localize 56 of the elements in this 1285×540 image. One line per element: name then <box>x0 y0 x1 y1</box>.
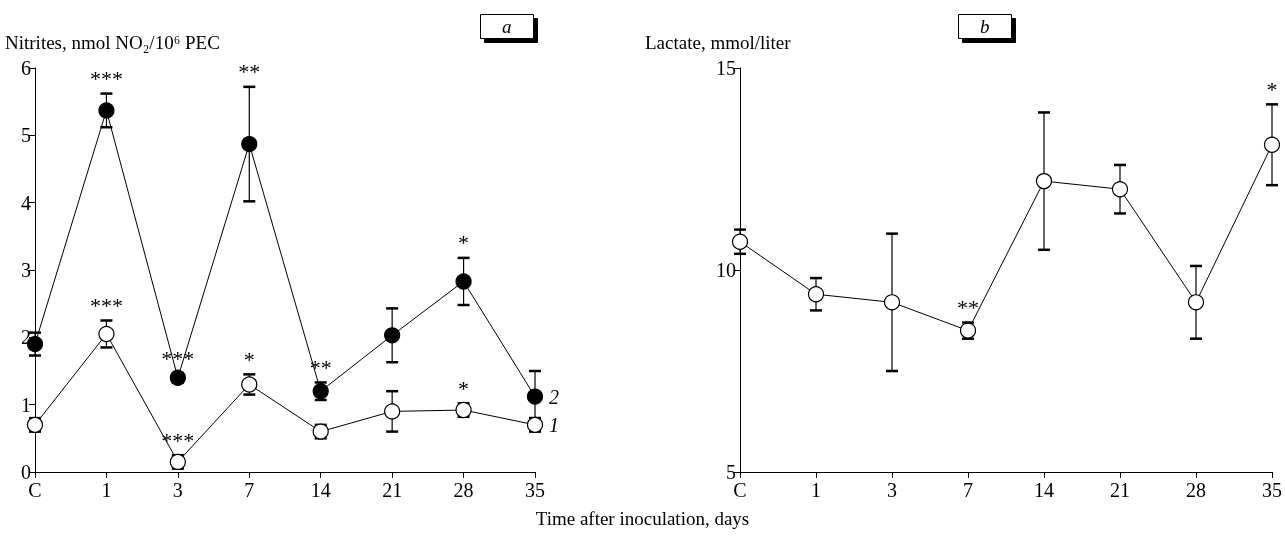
x-tick-label: 28 <box>1186 479 1206 501</box>
y-tick-label: 1 <box>21 393 31 416</box>
y-tick-label: 6 <box>21 57 31 79</box>
point <box>1111 181 1129 198</box>
y-tick-label: 5 <box>21 124 31 147</box>
x-tick-label: 14 <box>1034 479 1054 501</box>
point <box>455 273 472 290</box>
x-tick-label: 28 <box>453 479 474 501</box>
y-tick-label: 3 <box>21 259 31 281</box>
point <box>807 286 825 303</box>
annotation: *** <box>89 66 123 92</box>
chart-title: b <box>980 16 990 37</box>
point <box>883 294 901 311</box>
point <box>526 388 544 405</box>
point <box>1187 294 1205 311</box>
x-tick-label: 35 <box>525 479 545 501</box>
annotation: ** <box>957 295 979 321</box>
x-tick-label: 3 <box>172 479 183 501</box>
x-tick-label: C <box>28 479 42 501</box>
y-axis-title: Lactate, mmol/liter <box>645 32 792 53</box>
x-tick-label: 3 <box>887 479 897 501</box>
y-tick-label: 15 <box>716 57 736 79</box>
point <box>384 403 401 420</box>
point <box>1035 173 1053 190</box>
x-axis-title: Time after inoculation, days <box>534 508 751 530</box>
annotation: ** <box>309 354 332 380</box>
y-tick-label: 5 <box>726 461 736 483</box>
x-tick-label: 1 <box>101 479 112 501</box>
x-tick-label: 7 <box>244 479 255 501</box>
x-tick-label: 1 <box>811 479 821 501</box>
point <box>1263 136 1281 153</box>
point <box>26 416 44 433</box>
x-tick-label: C <box>733 479 747 501</box>
annotation: * <box>458 230 470 256</box>
series-label: 1 <box>549 413 560 436</box>
y-tick-label: 0 <box>21 461 31 483</box>
point <box>98 325 115 343</box>
x-tick-label: 21 <box>382 479 403 501</box>
point <box>98 102 115 119</box>
annotation: * <box>458 375 470 401</box>
annotation: ** <box>238 59 261 85</box>
point <box>731 233 749 250</box>
chart-title: a <box>502 16 512 37</box>
annotation: * <box>243 346 255 372</box>
y-tick-label: 10 <box>716 259 736 281</box>
series-label: 2 <box>549 385 560 408</box>
x-tick-label: 21 <box>1110 479 1130 501</box>
x-tick-label: 7 <box>963 479 973 501</box>
y-axis-title: Nitrites, nmol NO₂/10⁶ PEC <box>5 32 220 53</box>
point <box>241 135 258 153</box>
point <box>384 327 401 344</box>
y-tick-label: 4 <box>21 191 31 214</box>
annotation: * <box>1266 76 1278 102</box>
x-tick-label: 14 <box>310 479 331 501</box>
annotation: *** <box>89 293 123 318</box>
x-tick-label: 35 <box>1262 479 1282 501</box>
